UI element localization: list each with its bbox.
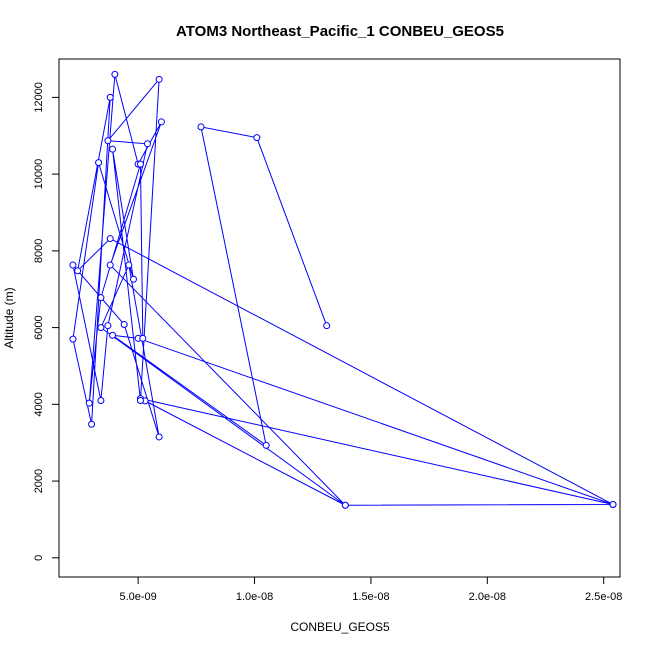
y-tick-label: 4000 xyxy=(33,392,45,416)
series-line xyxy=(72,74,614,506)
y-tick-label: 8000 xyxy=(33,239,45,263)
x-tick-label: 1.0e-08 xyxy=(236,591,273,603)
data-point xyxy=(253,134,261,142)
x-axis: 5.0e-09 1.0e-08 1.5e-08 2.0e-08 2.5e-08 xyxy=(119,576,622,603)
y-tick-label: 12000 xyxy=(33,82,45,113)
data-point xyxy=(109,145,117,153)
data-point xyxy=(155,433,163,441)
y-tick-label: 6000 xyxy=(33,315,45,339)
data-point xyxy=(85,399,93,407)
data-point xyxy=(106,261,114,269)
data-point xyxy=(104,137,112,145)
data-point xyxy=(323,322,331,330)
data-point xyxy=(104,322,112,330)
data-point xyxy=(74,267,82,275)
data-point xyxy=(129,275,137,283)
x-tick-label: 1.5e-08 xyxy=(352,591,389,603)
chart-title: ATOM3 Northeast_Pacific_1 CONBEU_GEOS5 xyxy=(176,23,504,40)
data-point xyxy=(109,331,117,339)
data-point xyxy=(97,396,105,404)
x-tick-label: 5.0e-09 xyxy=(119,591,156,603)
y-axis-label: Altitude (m) xyxy=(2,287,16,348)
data-point xyxy=(97,324,105,332)
y-axis: 0 2000 4000 6000 8000 10000 12000 xyxy=(33,82,60,561)
x-tick-label: 2.5e-08 xyxy=(585,591,622,603)
data-series xyxy=(69,70,617,509)
x-axis-label: CONBEU_GEOS5 xyxy=(290,620,390,634)
x-tick-label: 2.0e-08 xyxy=(469,591,506,603)
data-point xyxy=(106,235,114,243)
data-point xyxy=(69,335,77,343)
data-point xyxy=(97,294,105,302)
data-point xyxy=(136,160,144,168)
data-point xyxy=(197,123,205,131)
data-point xyxy=(88,420,96,428)
data-point xyxy=(341,501,349,509)
data-point xyxy=(262,441,270,449)
data-point xyxy=(69,261,77,269)
data-point xyxy=(139,334,147,342)
data-point xyxy=(609,500,617,508)
data-point xyxy=(157,118,165,126)
data-point xyxy=(95,159,103,167)
data-point xyxy=(143,140,151,148)
data-point xyxy=(136,396,144,404)
y-tick-label: 0 xyxy=(33,555,45,561)
data-point xyxy=(106,93,114,101)
data-point xyxy=(125,261,133,269)
data-point xyxy=(120,321,128,329)
y-tick-label: 10000 xyxy=(33,159,45,190)
data-point xyxy=(155,75,163,83)
y-tick-label: 2000 xyxy=(33,469,45,493)
data-point xyxy=(111,70,119,78)
